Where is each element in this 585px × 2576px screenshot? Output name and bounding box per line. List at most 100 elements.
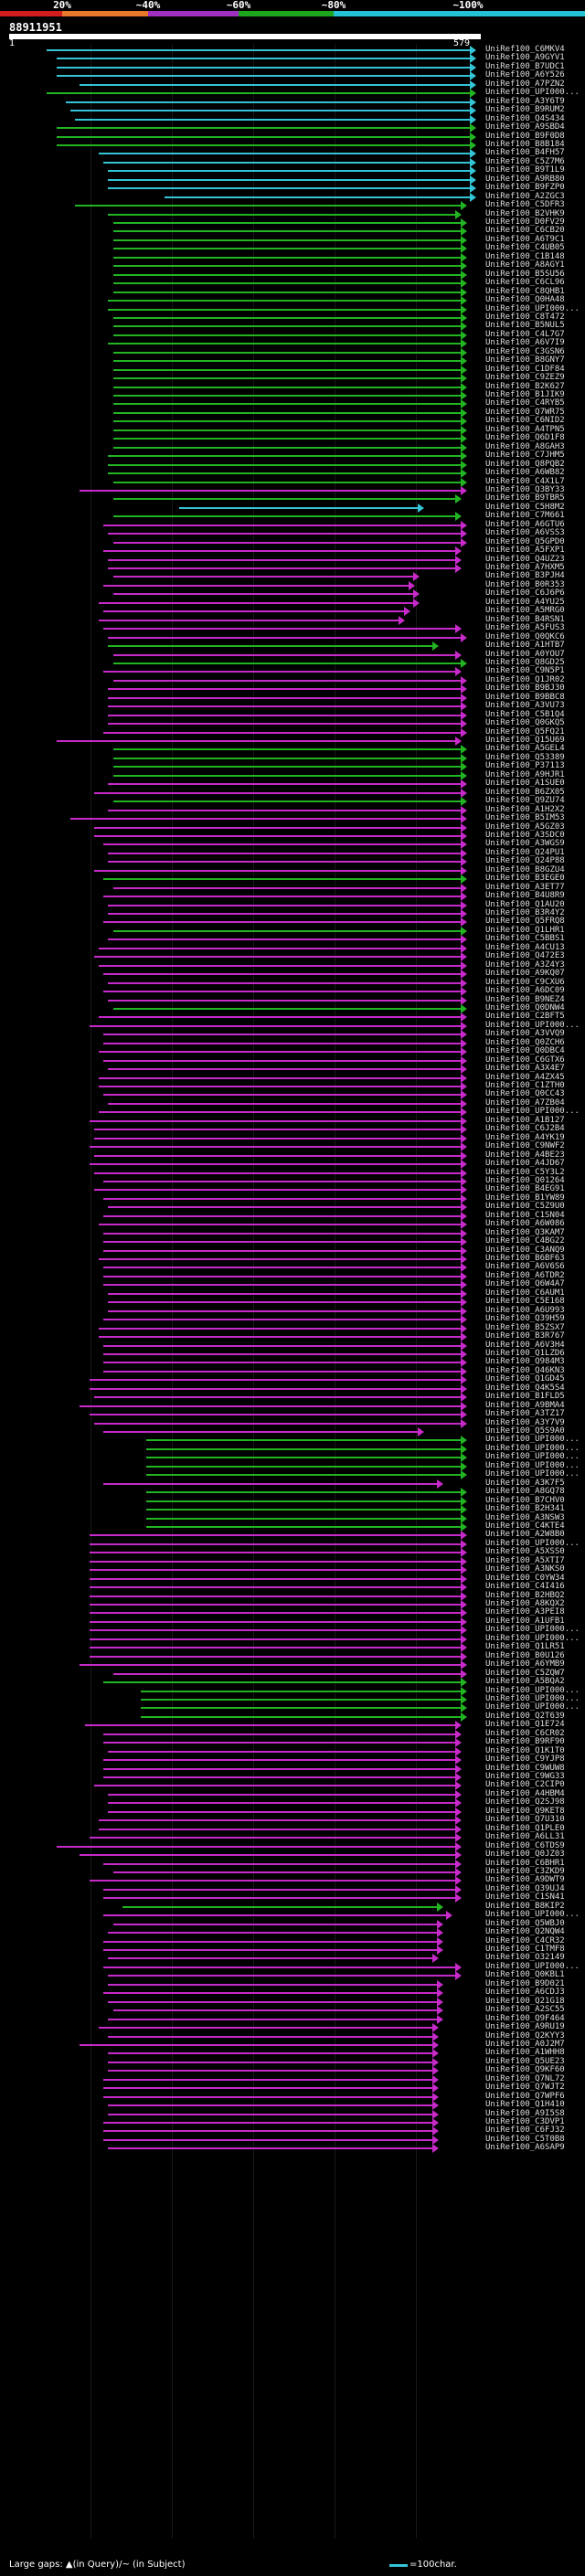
hit-label[interactable]: UniRef100_Q24P88 <box>485 856 565 866</box>
hit-label[interactable]: UniRef100_B4RSN1 <box>485 614 565 624</box>
hit-label[interactable]: UniRef100_A1UFB1 <box>485 1616 565 1626</box>
hit-label[interactable]: UniRef100_Q4S434 <box>485 113 565 123</box>
hit-row[interactable]: UniRef100_B9RF90 <box>0 1737 585 1748</box>
hit-row[interactable]: UniRef100_B9FZP0 <box>0 183 585 194</box>
hit-label[interactable]: UniRef100_A9GYV1 <box>485 53 565 63</box>
hit-label[interactable]: UniRef100_C6CR02 <box>485 1728 565 1738</box>
hit-row[interactable]: UniRef100_C9WG33 <box>0 1772 585 1782</box>
hit-label[interactable]: UniRef100_C6FJ32 <box>485 2125 565 2136</box>
hit-row[interactable]: UniRef100_Q1E724 <box>0 1720 585 1731</box>
hit-row[interactable]: UniRef100_A6V7I9 <box>0 338 585 349</box>
hit-label[interactable]: UniRef100_A9I5S8 <box>485 2108 565 2118</box>
hit-label[interactable]: UniRef100_Q0QKC6 <box>485 631 565 641</box>
hit-row[interactable]: UniRef100_Q984M3 <box>0 1357 585 1368</box>
hit-row[interactable]: UniRef100_C3GSN6 <box>0 347 585 357</box>
hit-row[interactable]: UniRef100_B8GZU4 <box>0 864 585 875</box>
hit-row[interactable]: UniRef100_C4I416 <box>0 1582 585 1593</box>
hit-label[interactable]: UniRef100_P37113 <box>485 761 565 771</box>
hit-label[interactable]: UniRef100_A6V3H4 <box>485 1340 565 1350</box>
hit-label[interactable]: UniRef100_A4JD67 <box>485 1159 565 1169</box>
hit-row[interactable]: UniRef100_C4X1L7 <box>0 477 585 487</box>
hit-row[interactable]: UniRef100_C4CR32 <box>0 1936 585 1946</box>
hit-label[interactable]: UniRef100_C9CXU6 <box>485 977 565 987</box>
hit-row[interactable]: UniRef100_C4UB05 <box>0 243 585 254</box>
hit-label[interactable]: UniRef100_B2HBQ2 <box>485 1590 565 1600</box>
hit-row[interactable]: UniRef100_Q5S9A0 <box>0 1426 585 1436</box>
hit-row[interactable]: UniRef100_C6NID2 <box>0 416 585 427</box>
hit-label[interactable]: UniRef100_A4ZX45 <box>485 1072 565 1082</box>
hit-row[interactable]: UniRef100_A3Y7V9 <box>0 1418 585 1428</box>
hit-label[interactable]: UniRef100_Q0CC43 <box>485 1089 565 1099</box>
hit-row[interactable]: UniRef100_UPI000... <box>0 1694 585 1704</box>
hit-label[interactable]: UniRef100_A6YMB9 <box>485 1659 565 1670</box>
hit-row[interactable]: UniRef100_C2BFT5 <box>0 1012 585 1023</box>
hit-row[interactable]: UniRef100_C9WUW8 <box>0 1764 585 1774</box>
hit-row[interactable]: UniRef100_Q9KET8 <box>0 1807 585 1817</box>
hit-label[interactable]: UniRef100_C5Z9U0 <box>485 1202 565 1212</box>
hit-row[interactable]: UniRef100_A4TPN5 <box>0 425 585 435</box>
hit-label[interactable]: UniRef100_C9N5P1 <box>485 666 565 676</box>
hit-row[interactable]: UniRef100_A6YMB9 <box>0 1659 585 1670</box>
hit-row[interactable]: UniRef100_Q1GD45 <box>0 1374 585 1385</box>
hit-row[interactable]: UniRef100_Q9ZU74 <box>0 796 585 807</box>
hit-label[interactable]: UniRef100_C3ZKD9 <box>485 1866 565 1876</box>
hit-label[interactable]: UniRef100_Q1LR51 <box>485 1642 565 1652</box>
hit-row[interactable]: UniRef100_UPI000... <box>0 1107 585 1118</box>
hit-row[interactable]: UniRef100_A7ZB04 <box>0 1098 585 1108</box>
hit-row[interactable]: UniRef100_C5E168 <box>0 1297 585 1308</box>
hit-label[interactable]: UniRef100_B8GZU4 <box>485 864 565 875</box>
hit-label[interactable]: UniRef100_B4U8R9 <box>485 891 565 901</box>
hit-row[interactable]: UniRef100_A6W086 <box>0 1219 585 1230</box>
hit-label[interactable]: UniRef100_UPI000... <box>485 303 580 313</box>
hit-label[interactable]: UniRef100_A0YOU7 <box>485 649 565 659</box>
hit-label[interactable]: UniRef100_A6GTU6 <box>485 519 565 529</box>
hit-label[interactable]: UniRef100_A0J2M7 <box>485 2039 565 2049</box>
hit-row[interactable]: UniRef100_UPI000... <box>0 1910 585 1921</box>
hit-label[interactable]: UniRef100_C5ZQW7 <box>485 1668 565 1678</box>
hit-label[interactable]: UniRef100_C4RYB5 <box>485 398 565 408</box>
hit-label[interactable]: UniRef100_Q7WJT2 <box>485 2083 565 2093</box>
hit-row[interactable]: UniRef100_Q1AU20 <box>0 900 585 910</box>
hit-row[interactable]: UniRef100_B2HBQ2 <box>0 1590 585 1601</box>
hit-label[interactable]: UniRef100_A3Z4Y3 <box>485 959 565 970</box>
hit-row[interactable]: UniRef100_B4FH57 <box>0 148 585 159</box>
hit-row[interactable]: UniRef100_UPI000... <box>0 1021 585 1031</box>
hit-row[interactable]: UniRef100_C5Z9U0 <box>0 1202 585 1213</box>
hit-label[interactable]: UniRef100_B5SU56 <box>485 269 565 279</box>
hit-label[interactable]: UniRef100_B4FH57 <box>485 148 565 158</box>
hit-row[interactable]: UniRef100_Q5GPD0 <box>0 537 585 547</box>
hit-row[interactable]: UniRef100_C6TDS9 <box>0 1841 585 1851</box>
hit-label[interactable]: UniRef100_A6V6S6 <box>485 1262 565 1272</box>
hit-row[interactable]: UniRef100_C1ZTH0 <box>0 1081 585 1091</box>
hit-label[interactable]: UniRef100_Q4K5S4 <box>485 1383 565 1393</box>
hit-row[interactable]: UniRef100_A5MRG0 <box>0 606 585 617</box>
hit-row[interactable]: UniRef100_UPI000... <box>0 88 585 99</box>
hit-row[interactable]: UniRef100_A3X4E7 <box>0 1064 585 1075</box>
hit-label[interactable]: UniRef100_Q3KAM7 <box>485 1227 565 1237</box>
hit-label[interactable]: UniRef100_Q9KF60 <box>485 2065 565 2075</box>
hit-label[interactable]: UniRef100_A5XTI7 <box>485 1555 565 1565</box>
hit-label[interactable]: UniRef100_A6DC09 <box>485 986 565 996</box>
hit-row[interactable]: UniRef100_C3ANQ9 <box>0 1246 585 1256</box>
hit-label[interactable]: UniRef100_A3Y6T9 <box>485 96 565 106</box>
hit-label[interactable]: UniRef100_B9F0D8 <box>485 131 565 141</box>
hit-row[interactable]: UniRef100_A2W8B0 <box>0 1530 585 1541</box>
hit-label[interactable]: UniRef100_C5Y3L2 <box>485 1167 565 1177</box>
hit-row[interactable]: UniRef100_Q7WJT2 <box>0 2083 585 2094</box>
hit-row[interactable]: UniRef100_A4ZX45 <box>0 1072 585 1083</box>
hit-row[interactable]: UniRef100_Q0KBL1 <box>0 1970 585 1981</box>
hit-row[interactable]: UniRef100_A5XSS0 <box>0 1547 585 1558</box>
hit-label[interactable]: UniRef100_Q6W4A7 <box>485 1279 565 1289</box>
hit-row[interactable]: UniRef100_A6CDJ3 <box>0 1988 585 1998</box>
hit-label[interactable]: UniRef100_Q472E3 <box>485 951 565 961</box>
hit-row[interactable]: UniRef100_Q0DBC4 <box>0 1046 585 1057</box>
hit-label[interactable]: UniRef100_B9TBR5 <box>485 493 565 504</box>
hit-row[interactable]: UniRef100_A4CU13 <box>0 943 585 953</box>
hit-label[interactable]: UniRef100_A3VVQ9 <box>485 1029 565 1039</box>
hit-label[interactable]: UniRef100_A9BMA4 <box>485 1400 565 1410</box>
hit-label[interactable]: UniRef100_C8T472 <box>485 312 565 322</box>
hit-label[interactable]: UniRef100_C1B148 <box>485 251 565 261</box>
hit-row[interactable]: UniRef100_A6V3H4 <box>0 1341 585 1351</box>
hit-row[interactable]: UniRef100_Q1JR02 <box>0 675 585 685</box>
hit-label[interactable]: UniRef100_B2H341 <box>485 1504 565 1514</box>
